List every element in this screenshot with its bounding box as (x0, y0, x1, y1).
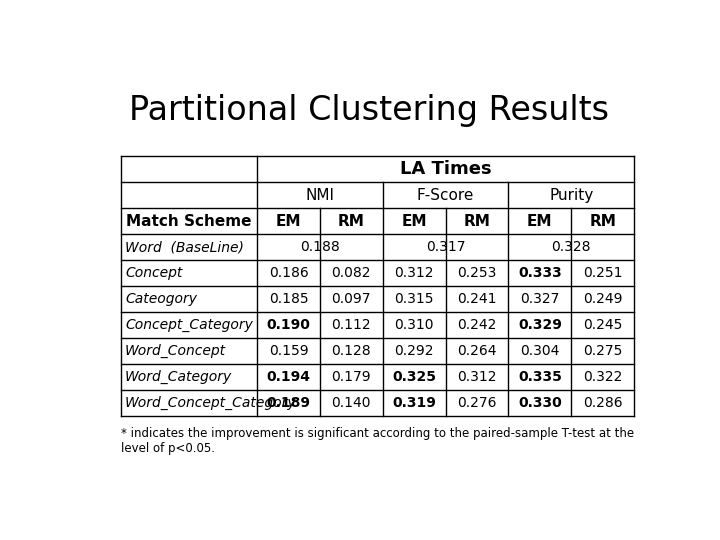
Text: 0.329: 0.329 (518, 318, 562, 332)
Text: 0.245: 0.245 (583, 318, 622, 332)
Text: Word_Concept: Word_Concept (125, 344, 226, 358)
Text: 0.190: 0.190 (266, 318, 310, 332)
Text: Word  (BaseLine): Word (BaseLine) (125, 240, 244, 254)
Text: RM: RM (338, 214, 365, 229)
Text: 0.310: 0.310 (395, 318, 434, 332)
Text: 0.312: 0.312 (395, 266, 434, 280)
Text: 0.327: 0.327 (520, 292, 559, 306)
Text: 0.112: 0.112 (331, 318, 372, 332)
Text: Concept: Concept (125, 266, 183, 280)
Text: EM: EM (276, 214, 301, 229)
Text: Concept_Category: Concept_Category (125, 318, 253, 332)
Text: 0.251: 0.251 (583, 266, 622, 280)
Text: EM: EM (402, 214, 427, 229)
Text: EM: EM (527, 214, 552, 229)
Text: 0.292: 0.292 (395, 344, 434, 358)
Text: F-Score: F-Score (417, 188, 474, 202)
Text: 0.128: 0.128 (331, 344, 372, 358)
Text: Match Scheme: Match Scheme (126, 214, 252, 229)
Text: 0.304: 0.304 (520, 344, 559, 358)
Text: 0.335: 0.335 (518, 370, 562, 384)
Text: 0.179: 0.179 (331, 370, 372, 384)
Text: 0.333: 0.333 (518, 266, 562, 280)
Text: 0.249: 0.249 (583, 292, 622, 306)
Text: Cateogory: Cateogory (125, 292, 197, 306)
Text: 0.189: 0.189 (266, 396, 310, 410)
Text: * indicates the improvement is significant according to the paired-sample T-test: * indicates the improvement is significa… (121, 427, 634, 455)
Text: 0.185: 0.185 (269, 292, 308, 306)
Text: 0.082: 0.082 (332, 266, 371, 280)
Text: 0.275: 0.275 (583, 344, 622, 358)
Text: 0.319: 0.319 (392, 396, 436, 410)
Text: 0.328: 0.328 (552, 240, 591, 254)
Text: 0.315: 0.315 (395, 292, 434, 306)
Text: 0.325: 0.325 (392, 370, 436, 384)
Text: 0.188: 0.188 (300, 240, 340, 254)
Text: 0.140: 0.140 (332, 396, 371, 410)
Text: 0.264: 0.264 (457, 344, 497, 358)
Text: Word_Concept_Category: Word_Concept_Category (125, 396, 297, 410)
Text: Word_Category: Word_Category (125, 370, 233, 384)
Text: 0.253: 0.253 (457, 266, 497, 280)
Text: LA Times: LA Times (400, 160, 492, 178)
Text: 0.097: 0.097 (332, 292, 371, 306)
Text: 0.286: 0.286 (582, 396, 623, 410)
Text: 0.159: 0.159 (269, 344, 308, 358)
Text: Partitional Clustering Results: Partitional Clustering Results (129, 94, 609, 127)
Text: RM: RM (464, 214, 490, 229)
Text: 0.330: 0.330 (518, 396, 562, 410)
Text: NMI: NMI (305, 188, 335, 202)
Text: RM: RM (589, 214, 616, 229)
Text: 0.241: 0.241 (457, 292, 497, 306)
Text: 0.194: 0.194 (266, 370, 310, 384)
Text: 0.242: 0.242 (457, 318, 497, 332)
Text: 0.276: 0.276 (457, 396, 497, 410)
Text: 0.186: 0.186 (269, 266, 308, 280)
Text: 0.317: 0.317 (426, 240, 465, 254)
Text: 0.322: 0.322 (583, 370, 622, 384)
Text: 0.312: 0.312 (457, 370, 497, 384)
Text: Purity: Purity (549, 188, 593, 202)
